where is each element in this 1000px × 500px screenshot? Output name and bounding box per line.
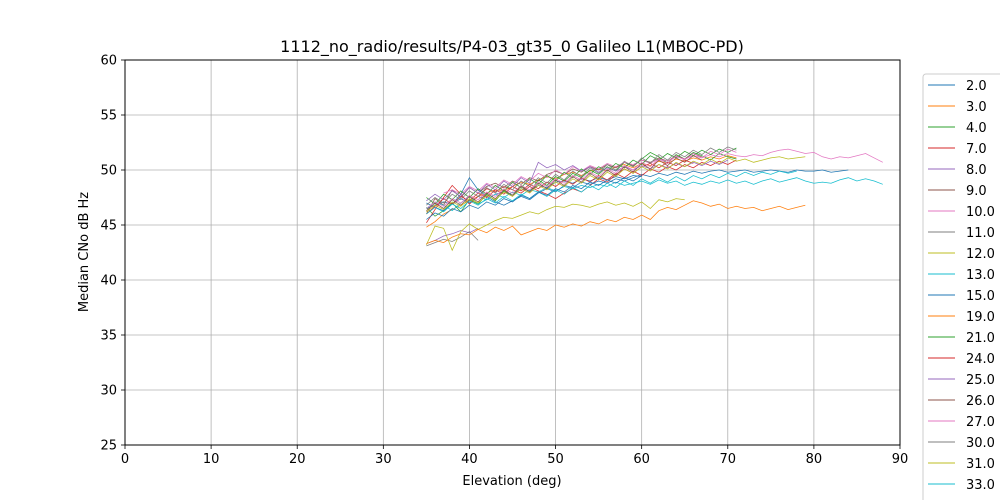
series-line-33.0 — [426, 170, 797, 215]
x-tick-label: 60 — [633, 452, 650, 467]
legend-label: 3.0 — [966, 100, 987, 115]
y-tick-label: 25 — [100, 439, 117, 454]
x-tick-label: 90 — [892, 452, 909, 467]
series-line-11.0 — [426, 231, 479, 247]
x-tick-label: 70 — [720, 452, 737, 467]
x-tick-label: 50 — [547, 452, 564, 467]
y-tick-label: 30 — [100, 384, 117, 399]
series-line-12.0 — [426, 198, 685, 252]
legend-label: 2.0 — [966, 79, 987, 94]
legend-label: 4.0 — [966, 121, 987, 136]
series-lines — [426, 146, 883, 252]
series-line-10.0 — [443, 148, 883, 195]
y-axis-label: Median CNo dB Hz — [77, 192, 92, 312]
legend: 2.0 3.0 4.0 7.0 8.0 9.0 10.0 11.0 12.0 13.0 15.0 19… — [922, 73, 1000, 500]
legend-label: 12.0 — [966, 247, 995, 262]
legend-label: 13.0 — [966, 268, 995, 283]
series-line-13.0 — [426, 177, 883, 212]
y-tick-label: 40 — [100, 274, 117, 289]
series-line-7.0 — [426, 159, 694, 224]
legend-label: 30.0 — [966, 436, 995, 451]
x-tick-label: 80 — [806, 452, 823, 467]
series-line-21.0 — [426, 147, 737, 205]
legend-label: 9.0 — [966, 184, 987, 199]
legend-label: 26.0 — [966, 394, 995, 409]
y-axis-ticks: 25 30 35 40 45 50 55 60 — [100, 54, 125, 454]
legend-label: 7.0 — [966, 142, 987, 157]
y-tick-label: 35 — [100, 329, 117, 344]
x-tick-label: 30 — [375, 452, 392, 467]
y-tick-label: 60 — [100, 54, 117, 69]
legend-label: 19.0 — [966, 310, 995, 325]
plot-frame — [124, 59, 901, 446]
legend-label: 33.0 — [966, 478, 995, 493]
legend-label: 11.0 — [966, 226, 995, 241]
legend-label: 25.0 — [966, 373, 995, 388]
legend-label: 21.0 — [966, 331, 995, 346]
series-line-15.0 — [426, 169, 849, 212]
legend-label: 24.0 — [966, 352, 995, 367]
x-tick-label: 20 — [289, 452, 306, 467]
y-tick-label: 50 — [100, 164, 117, 179]
y-tick-label: 55 — [100, 109, 117, 124]
series-line-25.0 — [426, 159, 728, 202]
x-tick-label: 10 — [203, 452, 220, 467]
series-line-30.0 — [426, 146, 737, 206]
series-line-31.0 — [426, 156, 806, 213]
legend-label: 10.0 — [966, 205, 995, 220]
series-line-26.0 — [426, 155, 703, 211]
series-line-27.0 — [426, 148, 737, 209]
legend-frame — [922, 73, 1000, 500]
series-line-34.0 — [426, 175, 642, 220]
series-line-19.0 — [426, 200, 806, 245]
x-tick-label: 0 — [121, 452, 129, 467]
y-tick-label: 45 — [100, 219, 117, 234]
x-tick-label: 40 — [461, 452, 478, 467]
x-axis-ticks: 0 10 20 30 40 50 60 70 80 90 — [121, 445, 908, 467]
legend-label: 15.0 — [966, 289, 995, 304]
legend-label: 27.0 — [966, 415, 995, 430]
legend-label: 31.0 — [966, 457, 995, 472]
chart-title: 1112_no_radio/results/P4-03_gt35_0 Galil… — [280, 37, 744, 57]
x-axis-label: Elevation (deg) — [462, 474, 561, 489]
legend-label: 8.0 — [966, 163, 987, 178]
